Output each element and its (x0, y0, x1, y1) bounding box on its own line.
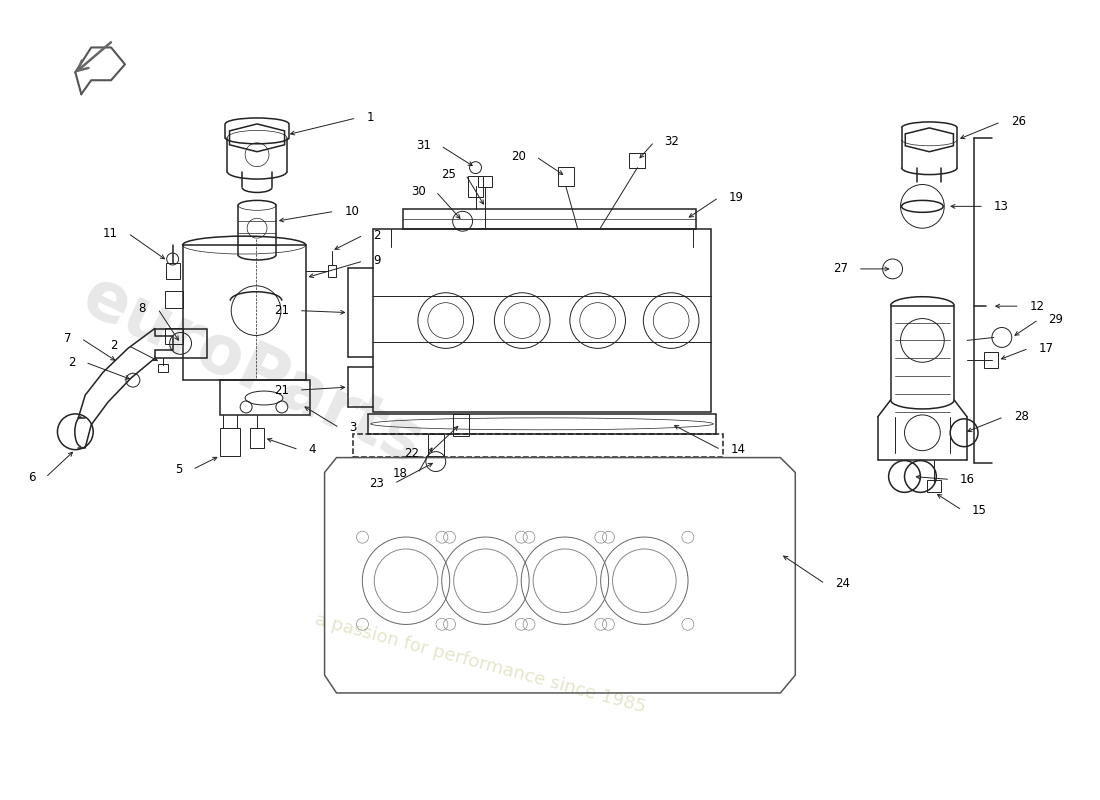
Text: 7: 7 (64, 332, 72, 345)
Bar (157, 364, 167, 372)
Text: 5: 5 (175, 463, 183, 476)
Bar (629, 153, 646, 168)
Text: euroParts: euroParts (72, 262, 432, 478)
Text: 10: 10 (344, 205, 360, 218)
Bar (453, 414, 469, 436)
Text: 21: 21 (274, 383, 289, 397)
Text: 18: 18 (393, 467, 408, 480)
Text: 32: 32 (664, 135, 679, 148)
Bar (478, 175, 493, 187)
Text: 17: 17 (1038, 342, 1054, 355)
Text: 22: 22 (404, 447, 419, 460)
Text: 12: 12 (1030, 300, 1045, 313)
Text: 21: 21 (274, 304, 289, 317)
Text: 1: 1 (366, 111, 374, 125)
Text: 20: 20 (512, 150, 526, 163)
Text: 28: 28 (1014, 410, 1028, 423)
Text: 16: 16 (960, 473, 975, 486)
Bar (428, 434, 443, 456)
Text: 23: 23 (370, 477, 384, 490)
Text: 13: 13 (994, 200, 1009, 213)
Text: 24: 24 (835, 578, 850, 590)
Bar (468, 175, 484, 198)
Text: 25: 25 (441, 168, 455, 181)
Text: 19: 19 (728, 191, 744, 204)
Text: 6: 6 (29, 471, 35, 484)
Bar (166, 263, 179, 279)
Text: 2: 2 (373, 229, 381, 242)
Text: 14: 14 (730, 443, 746, 456)
Bar (558, 166, 574, 186)
Text: 11: 11 (103, 226, 118, 240)
Text: 8: 8 (139, 302, 146, 315)
Text: 4: 4 (309, 443, 316, 456)
Text: 31: 31 (416, 139, 431, 152)
Text: 2: 2 (68, 356, 75, 369)
Bar (984, 352, 998, 368)
Bar (927, 481, 942, 492)
Bar (220, 428, 240, 456)
Text: 3: 3 (350, 422, 356, 434)
Bar (328, 265, 336, 277)
Text: 29: 29 (1048, 313, 1064, 326)
Text: 9: 9 (373, 254, 381, 267)
Text: 2: 2 (110, 339, 118, 352)
Bar (250, 428, 264, 448)
Text: 15: 15 (972, 504, 987, 517)
Text: 30: 30 (411, 185, 426, 198)
Text: 26: 26 (1011, 115, 1026, 129)
Text: 27: 27 (833, 262, 848, 275)
Text: a passion for performance since 1985: a passion for performance since 1985 (314, 610, 648, 716)
